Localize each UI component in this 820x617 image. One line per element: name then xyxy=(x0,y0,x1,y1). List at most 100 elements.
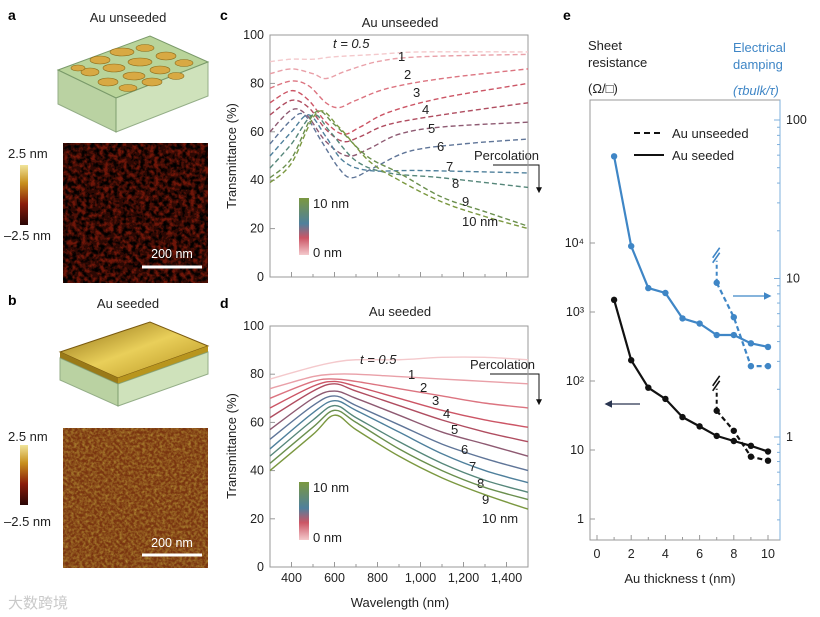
colorbar-a-min: –2.5 nm xyxy=(4,228,51,243)
spectrum-curve xyxy=(269,356,529,380)
data-point xyxy=(730,331,737,339)
e-right-label-1: Electrical xyxy=(733,40,786,55)
y-tick-label: 100 xyxy=(243,28,264,42)
panel-label-b: b xyxy=(8,292,17,308)
e-left-label-1: Sheet xyxy=(588,38,622,53)
colorbar-b-max: 2.5 nm xyxy=(8,429,48,444)
y-left-tick-label: 1 xyxy=(577,512,584,526)
spectrum-curve xyxy=(269,383,529,443)
curve-label: 3 xyxy=(413,85,420,100)
spectrum-curve xyxy=(269,82,529,135)
data-point xyxy=(747,453,755,460)
curve-label: 7 xyxy=(446,159,453,174)
watermark: 大数跨境 xyxy=(8,594,68,612)
colorbar-b-min: –2.5 nm xyxy=(4,514,51,529)
x-tick-label: 1,000 xyxy=(405,571,436,585)
percolation-arrow-d xyxy=(490,373,542,406)
x-tick-label: 2 xyxy=(628,547,635,561)
legend-d-bottom: 0 nm xyxy=(313,530,342,545)
y-tick-label: 40 xyxy=(250,464,264,478)
afm-image-seeded xyxy=(63,428,208,568)
height-colorbar-b xyxy=(20,445,28,505)
panel-label-c: c xyxy=(220,7,228,23)
chart-c: 0 20 40 60 80 100 t = 0.5 1 234 567 89 10 nm xyxy=(243,28,529,284)
data-point xyxy=(679,413,686,421)
curve-label: 6 xyxy=(461,442,468,457)
x-tick-label: 6 xyxy=(696,547,703,561)
data-line xyxy=(715,410,769,462)
chart-d-xlabel: Wavelength (nm) xyxy=(351,595,450,610)
y-tick-label: 60 xyxy=(250,415,264,429)
spectrum-curve xyxy=(269,68,529,109)
data-point xyxy=(747,362,755,370)
spectrum-curve xyxy=(269,378,529,409)
spectrum-curve xyxy=(269,390,529,457)
data-point xyxy=(679,315,686,322)
curve-label: 6 xyxy=(437,139,444,154)
curve-label: 2 xyxy=(404,67,411,82)
spectrum-curve xyxy=(269,114,529,174)
data-point xyxy=(696,423,703,430)
data-point xyxy=(730,313,737,321)
legend-c-bottom: 0 nm xyxy=(313,245,342,260)
spectrum-curve xyxy=(269,51,529,63)
chart-e: 0 2 4 6 8 10 1 10 10² 10³ 10⁴ 1 10 100 xyxy=(565,99,807,561)
y-tick-label: 80 xyxy=(250,76,264,90)
data-point xyxy=(764,362,772,370)
percolation-label-c: Percolation xyxy=(474,148,539,163)
y-tick-label: 100 xyxy=(243,319,264,333)
data-line xyxy=(715,282,768,368)
y-tick-label: 0 xyxy=(257,560,264,574)
scale-bar-a-label: 200 nm xyxy=(151,247,193,261)
spectrum-curve xyxy=(269,380,529,428)
data-point xyxy=(645,384,652,391)
curve-label: 2 xyxy=(420,380,427,395)
panel-b-title: Au seeded xyxy=(97,296,159,311)
data-point xyxy=(713,407,720,414)
colorbar-a-max: 2.5 nm xyxy=(8,146,48,161)
panel-a-title: Au unseeded xyxy=(90,10,167,25)
spectrum-curve xyxy=(269,108,529,157)
curve-label: 10 nm xyxy=(482,511,518,526)
data-point xyxy=(628,242,635,250)
y-tick-label: 80 xyxy=(250,367,264,381)
x-tick-label: 10 xyxy=(761,547,775,561)
scale-bar-b-label: 200 nm xyxy=(151,536,193,550)
y-tick-label: 20 xyxy=(250,222,264,236)
e-left-label-3: (Ω/□) xyxy=(588,81,618,96)
curve-label: 4 xyxy=(422,102,429,117)
x-tick-label: 0 xyxy=(594,547,601,561)
thickness-legend-c xyxy=(299,198,309,255)
y-left-tick-label: 10² xyxy=(566,374,584,388)
curve-label: 8 xyxy=(452,176,459,191)
curve-label: 1 xyxy=(398,49,405,64)
panel-label-d: d xyxy=(220,295,229,311)
x-tick-label: 600 xyxy=(324,571,345,585)
legend-unseeded: Au unseeded xyxy=(672,126,749,141)
e-left-label-2: resistance xyxy=(588,55,647,70)
legend-c-top: 10 nm xyxy=(313,196,349,211)
height-colorbar-a xyxy=(20,165,28,225)
data-point xyxy=(764,457,772,464)
chart-c-title: Au unseeded xyxy=(362,15,439,30)
curve-label: 5 xyxy=(428,121,435,136)
curve-label: 5 xyxy=(451,422,458,437)
spectrum-curve xyxy=(269,409,529,501)
data-point xyxy=(747,340,755,347)
spectrum-curve xyxy=(269,99,529,143)
unseeded-film-illustration xyxy=(56,35,210,133)
spectrum-curve xyxy=(269,400,529,484)
data-point xyxy=(628,357,635,364)
spectrum-curve xyxy=(269,395,529,472)
chart-d: 0 20 40 60 80 100 400 600 800 1,000 1,200 1,400 t = … xyxy=(243,319,529,585)
spectrum-curve xyxy=(269,110,529,230)
chart-e-xlabel: Au thickness t (nm) xyxy=(624,571,735,586)
x-tick-label: 1,400 xyxy=(491,571,522,585)
chart-c-ylabel: Transmittance (%) xyxy=(224,103,239,209)
y-right-tick-label: 10 xyxy=(786,272,800,286)
data-point xyxy=(747,442,755,450)
chart-d-ylabel: Transmittance (%) xyxy=(224,393,239,499)
x-tick-label: 800 xyxy=(367,571,388,585)
data-point xyxy=(764,448,772,455)
